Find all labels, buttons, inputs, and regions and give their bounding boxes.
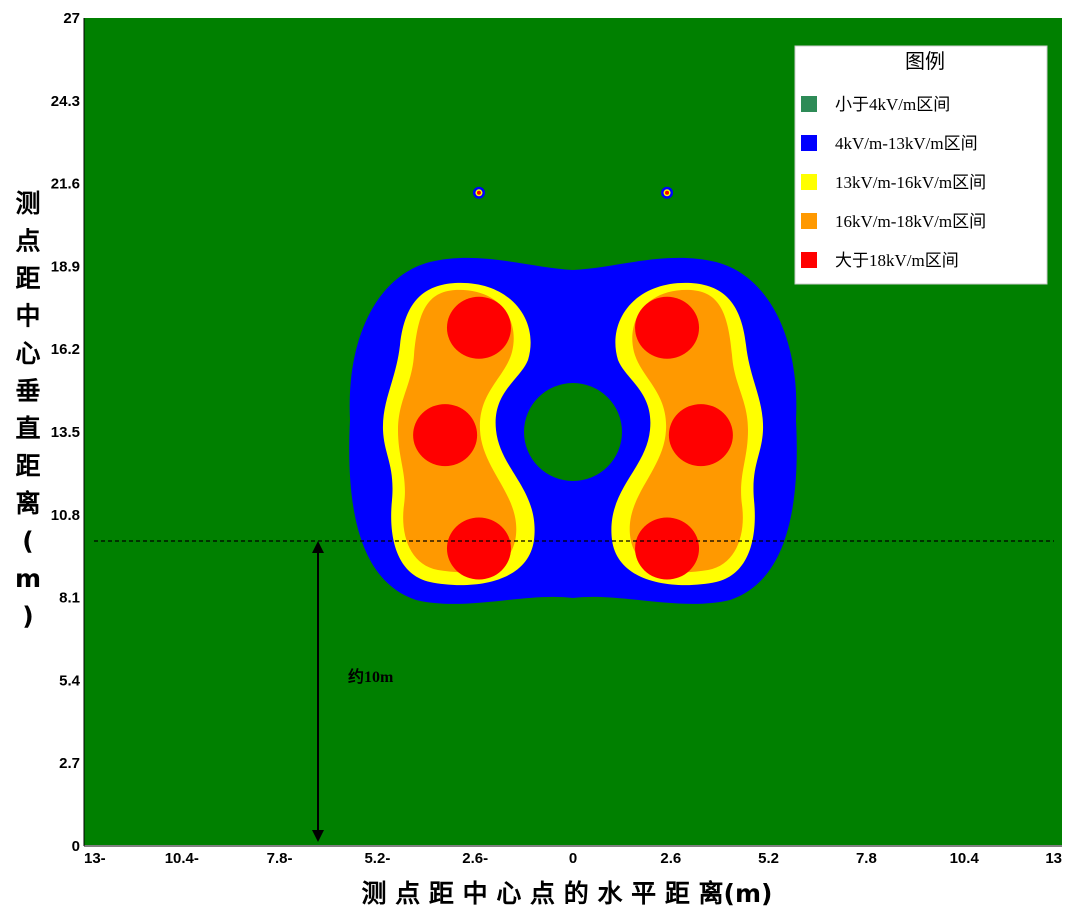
field-regions xyxy=(349,257,797,604)
height-annotation: 约10m xyxy=(348,667,394,686)
legend-swatch xyxy=(801,174,817,190)
legend-swatch xyxy=(801,252,817,268)
y-tick-label: 13.5 xyxy=(51,424,80,441)
legend: 图例 小于4kV/m区间 4kV/m-13kV/m区间 13kV/m-16kV/m区… xyxy=(794,45,1048,285)
legend-entries: 小于4kV/m区间 4kV/m-13kV/m区间 13kV/m-16kV/m区间 16… xyxy=(801,95,986,270)
region-above-18kV xyxy=(668,404,733,467)
y-tick-label: 5.4 xyxy=(59,672,81,689)
legend-swatch xyxy=(801,135,817,151)
legend-swatch xyxy=(801,96,817,112)
y-tick-label: 27 xyxy=(63,10,80,27)
region-above-18kV xyxy=(446,517,511,580)
y-tick-label: 10.8 xyxy=(51,507,80,524)
y-tick-label: 16.2 xyxy=(51,341,80,358)
legend-label: 13kV/m-16kV/m区间 xyxy=(835,173,986,192)
x-tick-label: 5.2- xyxy=(364,850,390,867)
legend-label: 大于18kV/m区间 xyxy=(835,251,959,270)
legend-box xyxy=(794,45,1048,285)
y-axis-ticks: 0 2.7 5.4 8.1 10.8 13.5 16.2 18.9 21.6 24.3 27 xyxy=(51,10,81,855)
y-tick-label: 2.7 xyxy=(59,755,80,772)
x-tick-label: 7.8- xyxy=(267,850,293,867)
height-arrow xyxy=(312,541,324,842)
x-tick-label: 7.8 xyxy=(856,850,877,867)
legend-label: 4kV/m-13kV/m区间 xyxy=(835,134,978,153)
x-tick-label: 13 xyxy=(1045,850,1062,867)
legend-label: 小于4kV/m区间 xyxy=(835,95,950,114)
legend-label: 16kV/m-18kV/m区间 xyxy=(835,212,986,231)
y-axis-label: 测点距中心垂直距离(m) xyxy=(15,189,41,631)
x-tick-label: 0 xyxy=(569,850,577,867)
y-axis-title-text: 测点距中心垂直距离(m) xyxy=(15,189,41,631)
region-above-18kV xyxy=(446,296,511,359)
x-tick-label: 13- xyxy=(84,850,106,867)
x-axis-ticks: 13- 10.4- 7.8- 5.2- 2.6- 0 2.6 5.2 7.8 10.4 13 xyxy=(84,850,1062,867)
x-tick-label: 5.2 xyxy=(758,850,779,867)
x-tick-label: 2.6- xyxy=(462,850,488,867)
center-low-field-zone xyxy=(524,383,622,481)
y-tick-label: 18.9 xyxy=(51,258,80,275)
x-tick-label: 10.4 xyxy=(950,850,980,867)
x-tick-label: 2.6 xyxy=(660,850,681,867)
ground-wires xyxy=(472,186,674,199)
ground-wire-core xyxy=(476,190,481,195)
y-tick-label: 21.6 xyxy=(51,176,80,193)
ground-wire-core xyxy=(665,190,670,195)
region-above-18kV xyxy=(635,517,700,580)
x-tick-label: 10.4- xyxy=(165,850,199,867)
y-tick-label: 0 xyxy=(72,838,80,855)
y-tick-label: 24.3 xyxy=(51,93,80,110)
region-above-18kV xyxy=(635,296,700,359)
legend-swatch xyxy=(801,213,817,229)
y-tick-label: 8.1 xyxy=(59,590,80,607)
legend-title: 图例 xyxy=(905,49,945,73)
x-axis-label: 测 点 距 中 心 点 的 水 平 距 离(m) xyxy=(362,879,773,908)
region-above-18kV xyxy=(413,404,478,467)
